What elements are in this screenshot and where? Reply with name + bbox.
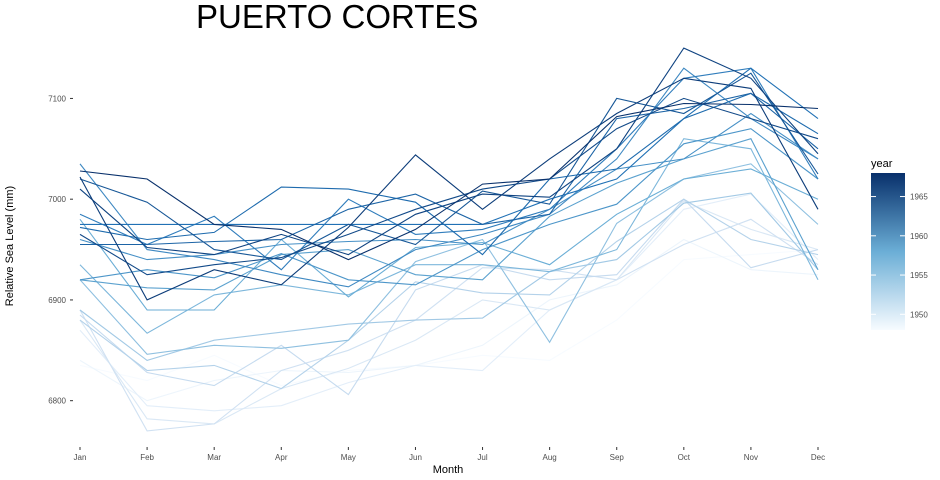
y-tick-label: 6900	[48, 296, 66, 305]
x-tick-label: Nov	[744, 453, 758, 462]
series-line-1963	[80, 67, 819, 225]
series-line-1967	[79, 77, 819, 301]
series-line-1955	[79, 192, 819, 362]
series-line-1962	[79, 67, 819, 271]
legend-title: year	[871, 158, 893, 170]
series-line-1963-5	[79, 92, 819, 256]
legend-colorbar	[871, 173, 905, 330]
x-axis: Jan Feb Mar Apr May Jun Jul Aug Sep Oct Nov Dec	[74, 447, 825, 462]
series-line-1966-5	[79, 47, 819, 256]
series-line-1954	[79, 198, 819, 390]
y-tick-label: 6800	[48, 397, 66, 406]
x-tick-label: Jan	[74, 453, 87, 462]
y-axis: 6800 6900 7000 7100	[48, 94, 73, 406]
color-legend: year 1950 1955 1960 1965	[871, 158, 928, 330]
x-tick-label: Aug	[543, 453, 557, 462]
series-line-1960	[79, 128, 819, 286]
y-axis-title: Relative Sea Level (mm)	[4, 186, 16, 306]
series-line-1952	[79, 218, 819, 432]
x-tick-label: Jul	[477, 453, 487, 462]
legend-tick-label: 1950	[910, 310, 928, 319]
series-line-1959	[79, 138, 819, 291]
x-axis-title: Month	[433, 464, 464, 476]
x-tick-label: Sep	[610, 453, 625, 462]
legend-tick-label: 1960	[910, 232, 928, 241]
series-line-1956	[79, 163, 819, 355]
series-line-1957	[79, 138, 819, 334]
series-line-1958	[79, 168, 819, 311]
series-line-1960-5	[79, 112, 819, 261]
x-tick-label: Dec	[811, 453, 825, 462]
x-tick-label: Mar	[207, 453, 221, 462]
x-tick-label: Oct	[678, 453, 691, 462]
series-line-1948	[79, 249, 819, 387]
series-line-1965	[79, 72, 819, 261]
y-tick-label: 7000	[48, 195, 66, 204]
series-line-1966	[79, 97, 819, 276]
series-line-1964	[80, 92, 819, 246]
series-lines	[79, 47, 819, 432]
chart-title: PUERTO CORTES	[196, 0, 479, 35]
x-tick-label: Apr	[275, 453, 288, 462]
x-tick-label: May	[341, 453, 356, 462]
x-tick-label: Jun	[409, 453, 422, 462]
y-tick-label: 7100	[48, 94, 66, 103]
series-line-1950	[79, 193, 819, 412]
x-tick-label: Feb	[140, 453, 154, 462]
series-line-1968	[79, 102, 819, 261]
legend-tick-label: 1965	[910, 193, 928, 202]
legend-tick-label: 1955	[910, 271, 928, 280]
